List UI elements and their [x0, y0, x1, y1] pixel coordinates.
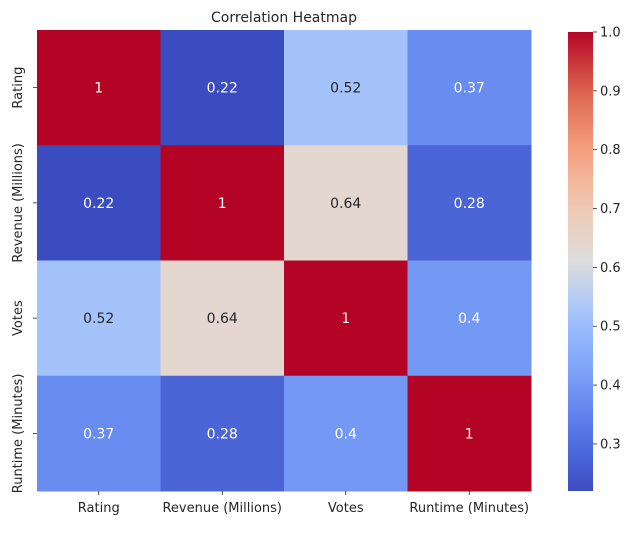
colorbar: 0.3 0.4 0.5 0.6 0.7 0.8 0.9 1.0: [568, 26, 621, 491]
colorbar-tick-label: 0.3: [600, 437, 621, 452]
heatmap-cell: [284, 145, 408, 261]
x-tick-labels: Rating Revenue (Millions) Votes Runtime (Mi…: [78, 491, 529, 516]
heatmap-cell: [407, 145, 532, 261]
cell-value-label: 0.28: [454, 196, 485, 212]
colorbar-gradient: [568, 32, 593, 491]
colorbar-tick-label: 0.8: [600, 143, 621, 158]
heatmap-cell: [160, 30, 285, 146]
cell-value-label: 1: [94, 81, 103, 97]
heatmap-cell-labels: 1 0.22 0.52 0.37 0.22 1 0.64 0.28 0.52 0.64 1 0.4 0.…: [83, 81, 485, 443]
cell-value-label: 0.37: [83, 426, 114, 442]
heatmap-cell: [37, 145, 161, 261]
cell-value-label: 1: [341, 311, 350, 327]
heatmap-cell: [284, 30, 408, 146]
y-tick-labels: Rating Revenue (Millions) Votes Runtime (Mi…: [11, 67, 37, 494]
heatmap-cell: [160, 375, 285, 492]
cell-value-label: 0.64: [330, 196, 361, 212]
x-tick-label: Runtime (Minutes): [409, 501, 529, 516]
chart-title: Correlation Heatmap: [211, 10, 357, 26]
colorbar-tick-label: 0.7: [600, 202, 621, 217]
cell-value-label: 0.4: [335, 426, 357, 442]
heatmap-cell: [37, 375, 161, 492]
heatmap-cell: [37, 30, 161, 146]
heatmap-cells: [37, 30, 532, 492]
x-tick-label: Rating: [78, 501, 120, 516]
x-tick-label: Revenue (Millions): [162, 501, 282, 516]
cell-value-label: 0.28: [207, 426, 238, 442]
cell-value-label: 0.37: [454, 81, 485, 97]
cell-value-label: 0.4: [458, 311, 480, 327]
colorbar-tick-label: 0.6: [600, 261, 621, 276]
heatmap-cell: [160, 145, 285, 261]
cell-value-label: 1: [218, 196, 227, 212]
y-tick-label: Rating: [11, 67, 26, 109]
cell-value-label: 0.52: [83, 311, 114, 327]
y-tick-label: Votes: [11, 300, 26, 336]
cell-value-label: 0.22: [83, 196, 114, 212]
colorbar-tick-label: 0.4: [600, 379, 621, 394]
heatmap-cell: [407, 375, 532, 492]
heatmap-cell: [284, 375, 408, 492]
cell-value-label: 0.22: [207, 81, 238, 97]
heatmap-cell: [284, 260, 408, 377]
heatmap-cell: [407, 260, 532, 377]
x-tick-label: Votes: [328, 501, 364, 516]
cell-value-label: 0.52: [330, 81, 361, 97]
y-tick-label: Runtime (Minutes): [11, 374, 26, 494]
colorbar-tick-label: 1.0: [600, 26, 621, 41]
heatmap-cell: [407, 30, 532, 146]
y-tick-label: Revenue (Millions): [11, 143, 26, 263]
colorbar-tick-label: 0.5: [600, 320, 621, 335]
heatmap-cell: [160, 260, 285, 377]
colorbar-tick-label: 0.9: [600, 84, 621, 99]
heatmap-cell: [37, 260, 161, 377]
cell-value-label: 1: [465, 426, 474, 442]
cell-value-label: 0.64: [207, 311, 238, 327]
